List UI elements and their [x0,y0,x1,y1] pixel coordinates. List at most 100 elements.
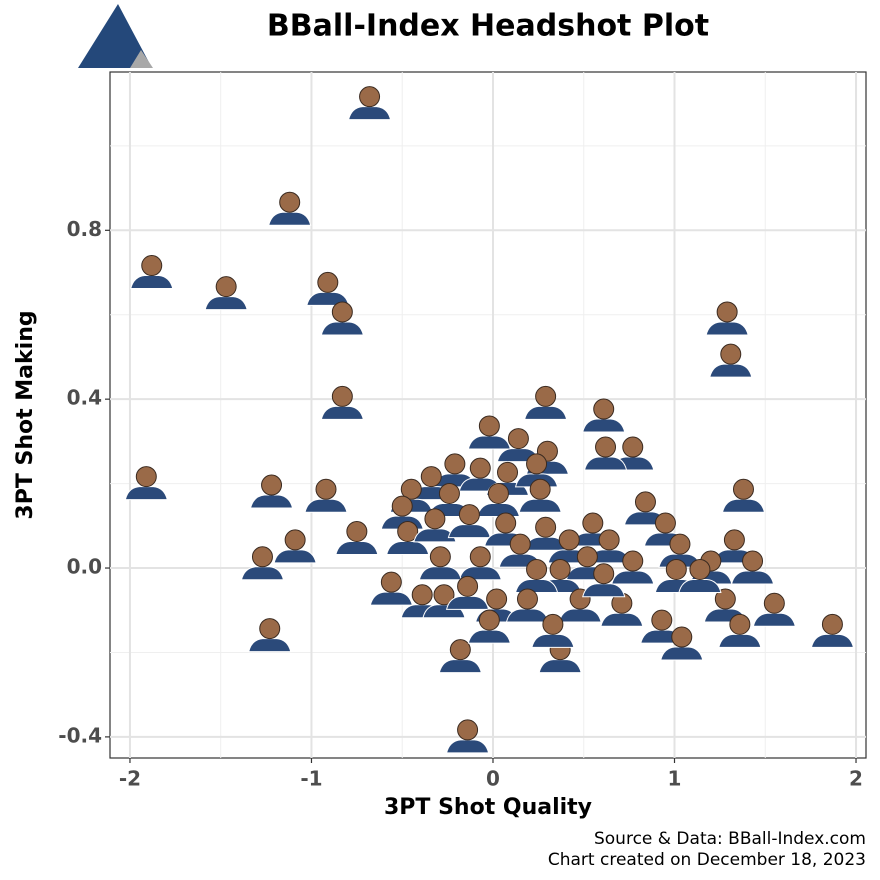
headshot-head [742,550,764,572]
headshot-head [478,415,500,437]
headshot-jersey [369,591,413,606]
headshot-jersey [273,549,317,564]
headshot-jersey [248,638,292,653]
headshot-head [469,457,491,479]
headshot-jersey [130,275,174,290]
headshot-point [721,478,766,513]
headshot-point [718,613,762,648]
headshot-head [259,618,281,640]
headshot-point [248,618,292,653]
headshot-jersey [347,106,392,121]
headshot-head [251,546,273,568]
headshot-point [705,301,749,336]
headshot-head [400,478,422,500]
headshot-head [669,533,691,555]
headshot-jersey [531,633,575,648]
headshot-point [505,588,550,623]
headshot-head [429,546,451,568]
headshot-jersey [447,524,492,539]
headshot-head [141,255,163,277]
headshot-jersey [523,405,568,420]
headshot-head [495,512,517,534]
headshot-jersey [467,629,512,644]
headshot-point [678,558,722,593]
headshot-point [709,343,753,378]
headshot-head [424,508,446,530]
x-tick-label: 0 [486,767,500,791]
y-tick-label: 0.4 [67,386,102,410]
headshot-point [304,478,348,513]
headshot-head [279,191,301,213]
headshot-point [558,588,602,623]
headshot-jersey [249,494,294,509]
headshot-head [469,546,491,568]
headshot-point [320,385,364,420]
headshot-head [821,613,843,635]
headshot-jersey [810,633,855,648]
headshot-head [478,609,500,631]
logo [78,4,153,68]
headshot-head [549,558,571,580]
headshot-point [582,398,626,433]
headshot-head [315,478,337,500]
headshot-jersey [730,570,775,585]
headshot-jersey [445,739,490,754]
headshot-head [529,478,551,500]
headshot-point [438,639,482,674]
headshot-point [623,491,668,526]
headshot-point [660,626,704,661]
headshot-point [523,516,568,551]
headshot-head [535,516,557,538]
headshot-point [583,436,628,471]
headshot-point [467,609,512,644]
headshot-jersey [678,578,722,593]
headshot-head [444,453,466,475]
headshot-head [284,529,306,551]
source-line: Chart created on December 18, 2023 [548,850,866,870]
headshot-head [542,613,564,635]
headshot-point [445,575,490,610]
headshot-head [651,609,673,631]
headshot-jersey [583,456,628,471]
headshot-head [317,271,339,293]
headshot-point [496,428,541,463]
headshot-head [516,588,538,610]
headshot-head [526,558,548,580]
headshot-point [600,592,644,627]
headshot-jersey [304,498,348,513]
x-tick-label: 1 [668,767,682,791]
headshot-point [730,550,775,585]
headshot-jersey [240,566,285,581]
headshot-jersey [582,418,626,433]
headshot-jersey [611,570,655,585]
headshot-point [531,613,575,648]
headshot-point [611,436,655,471]
y-tick-label: -0.4 [58,723,102,747]
headshot-head [215,276,237,298]
headshot-point [582,563,626,598]
headshot-head [714,588,736,610]
headshot-point [587,529,631,564]
headshot-jersey [320,321,364,336]
x-tick-label: 2 [849,767,863,791]
headshot-head [720,343,742,365]
headshot-point [467,415,512,450]
headshot-head [397,520,419,542]
headshot-point [498,533,542,568]
headshot-jersey [582,583,626,598]
headshot-head [458,504,480,526]
headshot-point [320,301,364,336]
headshot-point [413,508,457,543]
headshot-point [268,191,312,226]
source-line: Source & Data: BBall-Index.com [594,829,866,849]
x-axis-label: 3PT Shot Quality [384,795,592,820]
headshot-head [438,482,460,504]
headshot-point [752,592,796,627]
headshot-jersey [204,296,248,311]
headshot-jersey [124,486,168,501]
headshot-head [558,529,580,551]
headshot-head [582,512,604,534]
chart-title: BBall-Index Headshot Plot [267,9,709,44]
headshot-jersey [335,540,379,555]
headshot-head [509,533,531,555]
